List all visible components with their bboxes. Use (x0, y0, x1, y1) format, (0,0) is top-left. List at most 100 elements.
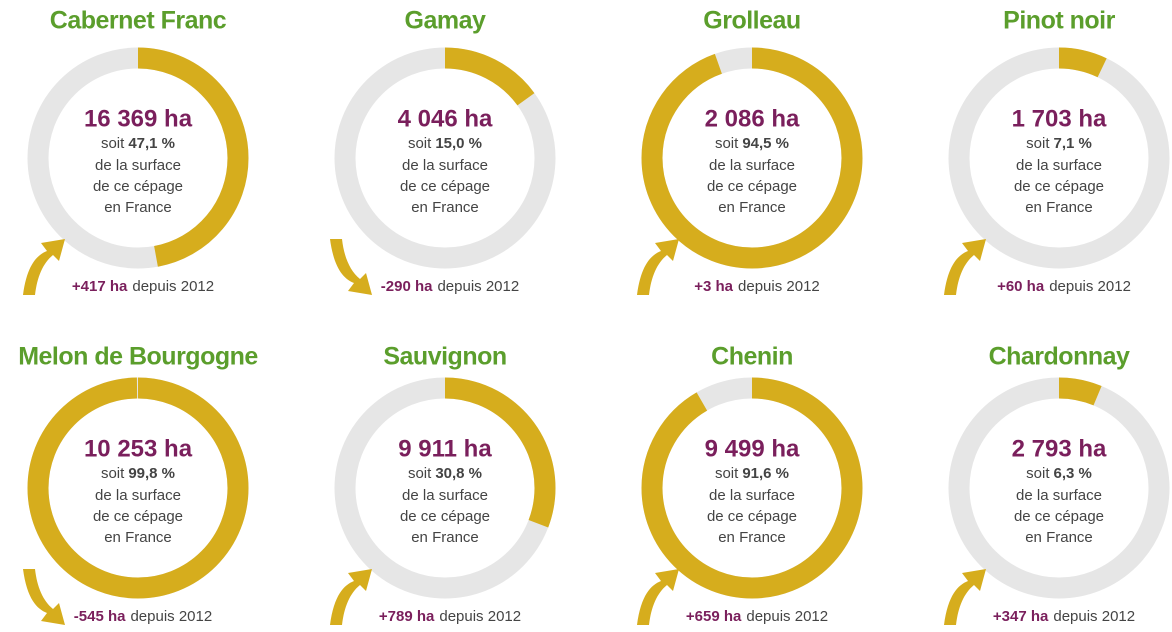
chart-title: Cabernet Franc (50, 7, 227, 35)
arrow-up (944, 569, 986, 625)
area-label: 4 046 ha (398, 105, 493, 132)
share-label: soit 7,1 % (1026, 135, 1092, 152)
share-prefix: soit (101, 135, 125, 152)
caption-line: de ce cépage (93, 178, 183, 195)
chart-title: Chenin (711, 343, 793, 371)
chart-title: Pinot noir (1003, 7, 1115, 35)
donut-card: Sauvignon 9 911 ha soit 30,8 % de la surface… (330, 343, 556, 625)
arrow-up (944, 239, 986, 295)
share-prefix: soit (101, 465, 125, 482)
share-value: 99,8 % (128, 465, 175, 482)
donut-card: Pinot noir 1 703 ha soit 7,1 % de la surface… (944, 7, 1170, 295)
change-label: +659 ha depuis 2012 (686, 608, 828, 625)
caption-line: en France (1025, 199, 1093, 216)
change-label: +60 ha depuis 2012 (997, 278, 1131, 295)
donut-arc (334, 47, 556, 269)
caption-line: de la surface (709, 157, 795, 174)
chart-title: Chardonnay (989, 343, 1130, 371)
caption-line: de la surface (1016, 157, 1102, 174)
change-label: -290 ha depuis 2012 (381, 278, 519, 295)
caption-line: de ce cépage (1014, 178, 1104, 195)
caption-line: de la surface (95, 157, 181, 174)
donut-arc (948, 47, 1170, 269)
donut-card: Melon de Bourgogne 10 253 ha soit 99,8 % de … (18, 343, 259, 625)
donut-card: Chardonnay 2 793 ha soit 6,3 % de la surface… (944, 343, 1170, 625)
caption-line: de ce cépage (400, 508, 490, 525)
area-label: 1 703 ha (1012, 105, 1107, 132)
area-label: 2 086 ha (705, 105, 800, 132)
share-label: soit 30,8 % (408, 465, 482, 482)
donut-arc (27, 47, 249, 269)
caption-line: de ce cépage (707, 508, 797, 525)
share-prefix: soit (408, 135, 432, 152)
caption-line: en France (104, 199, 172, 216)
change-label: -545 ha depuis 2012 (74, 608, 212, 625)
change-value: +417 ha (72, 278, 128, 295)
chart-title: Grolleau (703, 7, 800, 35)
share-value: 15,0 % (435, 135, 482, 152)
caption-line: de la surface (1016, 487, 1102, 504)
change-suffix: depuis 2012 (439, 608, 521, 625)
caption-line: de la surface (402, 157, 488, 174)
change-suffix: depuis 2012 (1049, 278, 1131, 295)
area-label: 16 369 ha (84, 105, 193, 132)
area-label: 9 911 ha (398, 435, 492, 462)
caption-line: de ce cépage (707, 178, 797, 195)
caption-line: de la surface (402, 487, 488, 504)
change-label: +789 ha depuis 2012 (379, 608, 521, 625)
change-suffix: depuis 2012 (1053, 608, 1135, 625)
share-label: soit 47,1 % (101, 135, 175, 152)
share-value: 94,5 % (742, 135, 789, 152)
caption-line: en France (718, 199, 786, 216)
chart-title: Sauvignon (383, 343, 506, 371)
arrow-down (330, 239, 372, 295)
caption-line: en France (411, 529, 479, 546)
change-label: +3 ha depuis 2012 (694, 278, 820, 295)
change-label: +347 ha depuis 2012 (993, 608, 1135, 625)
share-value: 91,6 % (742, 465, 789, 482)
change-value: +789 ha (379, 608, 435, 625)
share-prefix: soit (1026, 135, 1050, 152)
change-suffix: depuis 2012 (746, 608, 828, 625)
caption-line: en France (411, 199, 479, 216)
change-value: +60 ha (997, 278, 1045, 295)
donut-arc (948, 377, 1170, 599)
arrow-down (23, 569, 65, 625)
donut-card: Cabernet Franc 16 369 ha soit 47,1 % de la s… (23, 7, 249, 295)
share-label: soit 94,5 % (715, 135, 789, 152)
change-suffix: depuis 2012 (738, 278, 820, 295)
caption-line: en France (104, 529, 172, 546)
arrow-up (23, 239, 65, 295)
caption-line: de ce cépage (93, 508, 183, 525)
share-label: soit 15,0 % (408, 135, 482, 152)
donut-arc (334, 377, 556, 599)
donut-card: Chenin 9 499 ha soit 91,6 % de la surface de … (637, 343, 863, 625)
share-label: soit 6,3 % (1026, 465, 1092, 482)
area-label: 2 793 ha (1012, 435, 1107, 462)
caption-line: en France (1025, 529, 1093, 546)
share-value: 30,8 % (435, 465, 482, 482)
share-prefix: soit (408, 465, 432, 482)
donut-arc (641, 377, 863, 599)
share-prefix: soit (715, 135, 739, 152)
arrow-up (637, 569, 679, 625)
share-value: 6,3 % (1053, 465, 1091, 482)
arrow-up (330, 569, 372, 625)
share-value: 47,1 % (128, 135, 175, 152)
change-suffix: depuis 2012 (437, 278, 519, 295)
change-value: -545 ha (74, 608, 126, 625)
caption-line: de la surface (709, 487, 795, 504)
change-value: -290 ha (381, 278, 433, 295)
change-suffix: depuis 2012 (130, 608, 212, 625)
caption-line: de la surface (95, 487, 181, 504)
share-label: soit 91,6 % (715, 465, 789, 482)
arrow-up (637, 239, 679, 295)
change-value: +659 ha (686, 608, 742, 625)
chart-title: Gamay (405, 7, 486, 35)
change-value: +347 ha (993, 608, 1049, 625)
caption-line: de ce cépage (400, 178, 490, 195)
share-prefix: soit (715, 465, 739, 482)
change-value: +3 ha (694, 278, 733, 295)
caption-line: en France (718, 529, 786, 546)
